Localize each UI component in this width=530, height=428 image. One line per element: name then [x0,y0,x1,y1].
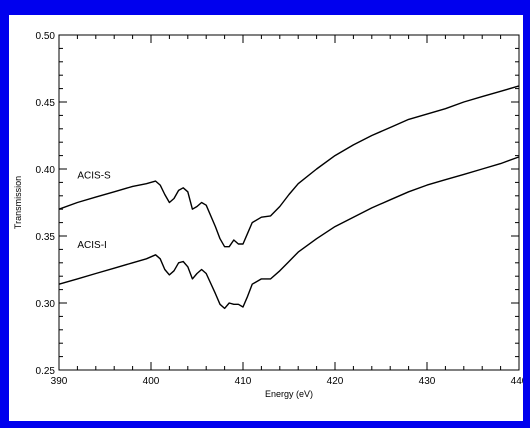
y-tick-label: 0.35 [36,232,56,243]
x-tick-label: 400 [143,376,160,387]
x-tick-label: 430 [419,376,436,387]
series-line-acis-s [58,85,520,248]
x-tick-label: 410 [235,376,252,387]
x-tick-label: 420 [327,376,344,387]
axis-ticks [58,34,520,371]
y-axis-title: Transmission [13,176,23,229]
axis-tick-labels: 390 400 410 420 430 440 0.25 0.30 0.35 0.40 0.45 0.… [36,31,523,387]
series-annotations: ACIS-S ACIS-I [77,170,111,251]
x-tick-label: 390 [51,376,68,387]
y-tick-label: 0.50 [36,31,56,42]
transmission-chart: 390 400 410 420 430 440 0.25 0.30 0.35 0.40 0.45 0.… [13,31,523,399]
chart-panel: 390 400 410 420 430 440 0.25 0.30 0.35 0.40 0.45 0.… [9,15,523,421]
series-line-acis-i [58,156,520,310]
plot-frame [58,34,520,371]
y-tick-label: 0.30 [36,299,56,310]
y-tick-label: 0.25 [36,366,56,377]
y-tick-label: 0.40 [36,165,56,176]
y-tick-label: 0.45 [36,98,56,109]
series-label-acis-i: ACIS-I [77,240,106,251]
series-label-acis-s: ACIS-S [77,170,111,181]
series-lines [58,85,520,310]
x-tick-label: 440 [511,376,523,387]
x-axis-title: Energy (eV) [265,389,313,399]
